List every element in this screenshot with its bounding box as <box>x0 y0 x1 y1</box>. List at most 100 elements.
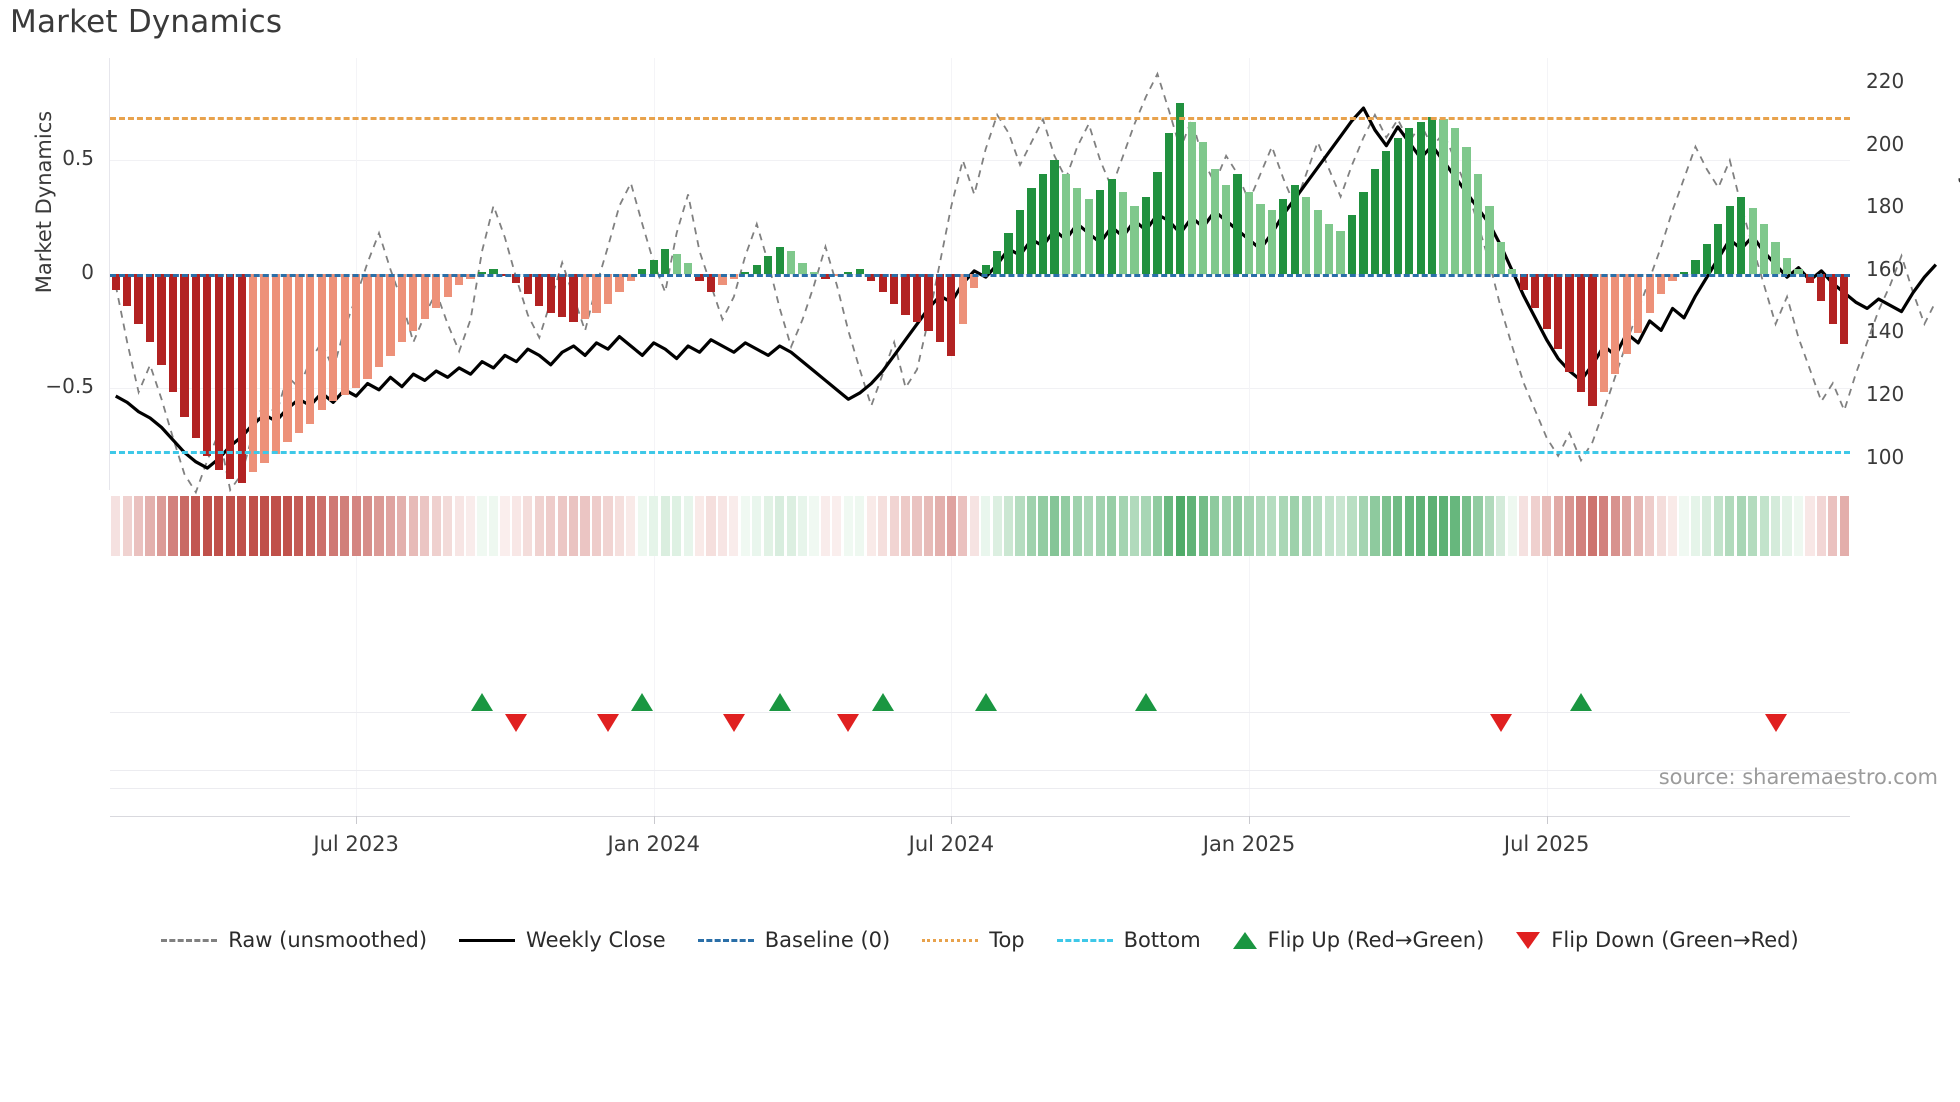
flip-up-marker-icon[interactable] <box>471 693 494 711</box>
x-tick-mark <box>1546 816 1548 824</box>
legend-item[interactable]: Raw (unsmoothed) <box>161 928 427 952</box>
heatmap-cell <box>1358 496 1369 556</box>
bar <box>168 274 178 393</box>
heatmap-cell <box>1232 496 1243 556</box>
y-tick-label-right: 200 <box>1866 131 1905 156</box>
bar <box>867 274 876 281</box>
bar <box>695 274 704 281</box>
heatmap-cell <box>1553 496 1563 556</box>
heatmap-cell <box>901 496 911 556</box>
heatmap-cell <box>626 496 636 556</box>
bar <box>638 269 647 274</box>
heatmap-cell <box>603 496 613 556</box>
bar <box>1302 196 1311 274</box>
legend-item[interactable]: Flip Up (Red→Green) <box>1232 928 1484 952</box>
heatmap-cell <box>923 496 934 556</box>
bar <box>111 274 120 290</box>
heatmap-cell <box>282 496 292 556</box>
legend-item[interactable]: Flip Down (Green→Red) <box>1516 928 1799 952</box>
heatmap-cell <box>786 496 796 556</box>
flip-down-marker-icon[interactable] <box>596 714 619 732</box>
heatmap-cell <box>248 496 258 556</box>
heatmap-cell <box>580 496 590 556</box>
heatmap-cell <box>534 496 544 556</box>
flip-up-marker-icon[interactable] <box>1569 693 1592 711</box>
bar <box>1313 210 1322 274</box>
bar <box>649 260 658 274</box>
bar <box>1439 119 1448 274</box>
flip-up-marker-icon[interactable] <box>631 693 654 711</box>
bar <box>1508 269 1517 274</box>
bar <box>512 274 521 284</box>
bar <box>1634 274 1643 334</box>
bar <box>672 253 681 274</box>
heatmap-cell <box>454 496 464 556</box>
flip-down-marker-icon[interactable] <box>1764 714 1787 732</box>
legend-item[interactable]: Top <box>922 928 1025 952</box>
flip-down-marker-icon[interactable] <box>837 714 860 732</box>
heatmap-cell <box>832 496 842 556</box>
heatmap-cell <box>752 496 762 556</box>
bar <box>1519 274 1528 290</box>
bar <box>271 274 281 454</box>
heatmap-cell <box>1713 496 1723 556</box>
x-tick-label: Jan 2025 <box>1202 832 1296 856</box>
bar <box>1725 205 1734 274</box>
x-tick-label: Jul 2024 <box>908 832 995 856</box>
bar <box>260 274 269 463</box>
flip-down-marker-icon[interactable] <box>722 714 745 732</box>
heatmap-cell <box>637 496 647 556</box>
raw-unsmoothed-line <box>114 71 1937 495</box>
bar <box>1645 274 1654 313</box>
bar <box>386 274 395 356</box>
bar <box>1004 233 1013 274</box>
heatmap-cell <box>477 496 487 556</box>
flip-up-marker-icon[interactable] <box>768 693 791 711</box>
bar <box>409 274 418 331</box>
main-plot-area <box>110 58 1938 495</box>
bar <box>123 274 132 306</box>
bar <box>455 274 464 286</box>
separator-line-2 <box>110 788 1850 789</box>
legend-item[interactable]: Weekly Close <box>459 928 666 952</box>
flip-down-icon <box>1516 931 1541 949</box>
flip-up-marker-icon[interactable] <box>974 693 997 711</box>
bar <box>1141 196 1151 274</box>
heatmap-cell <box>1152 496 1162 556</box>
flip-down-marker-icon[interactable] <box>1489 714 1512 732</box>
heatmap-cell <box>317 496 327 556</box>
heatmap-cell <box>992 496 1002 556</box>
flip-down-marker-icon[interactable] <box>505 714 528 732</box>
heatmap-cell <box>1210 496 1220 556</box>
y-tick-label-left: −0.5 <box>45 373 94 398</box>
bar <box>1428 117 1437 274</box>
bar <box>592 274 601 313</box>
bar <box>535 274 544 306</box>
heatmap-cell <box>557 496 567 556</box>
bar <box>180 274 189 418</box>
flip-up-marker-icon[interactable] <box>871 693 894 711</box>
heatmap-cell <box>1267 496 1277 556</box>
heatmap-cell <box>981 496 991 556</box>
x-gridline <box>951 58 953 816</box>
heatmap-cell <box>202 496 212 556</box>
heatmap-cell <box>1759 496 1769 556</box>
bar <box>580 274 590 320</box>
heatmap-cell <box>214 496 224 556</box>
bar <box>752 264 761 274</box>
heatmap-cell <box>1439 496 1449 556</box>
bar <box>329 274 338 402</box>
y-tick-label-right: 140 <box>1866 319 1905 344</box>
legend-item[interactable]: Bottom <box>1056 928 1201 952</box>
heatmap-cell <box>1404 496 1414 556</box>
y-tick-label-right: 100 <box>1866 444 1905 469</box>
heatmap-cell <box>878 496 888 556</box>
legend-item[interactable]: Baseline (0) <box>697 928 890 952</box>
heatmap-cell <box>1221 496 1231 556</box>
bar <box>237 274 246 484</box>
y-tick-label-left: 0 <box>81 260 94 284</box>
flip-up-marker-icon[interactable] <box>1134 693 1157 711</box>
bar <box>1359 192 1368 274</box>
bar <box>1279 198 1288 274</box>
heatmap-cell <box>1450 496 1460 556</box>
